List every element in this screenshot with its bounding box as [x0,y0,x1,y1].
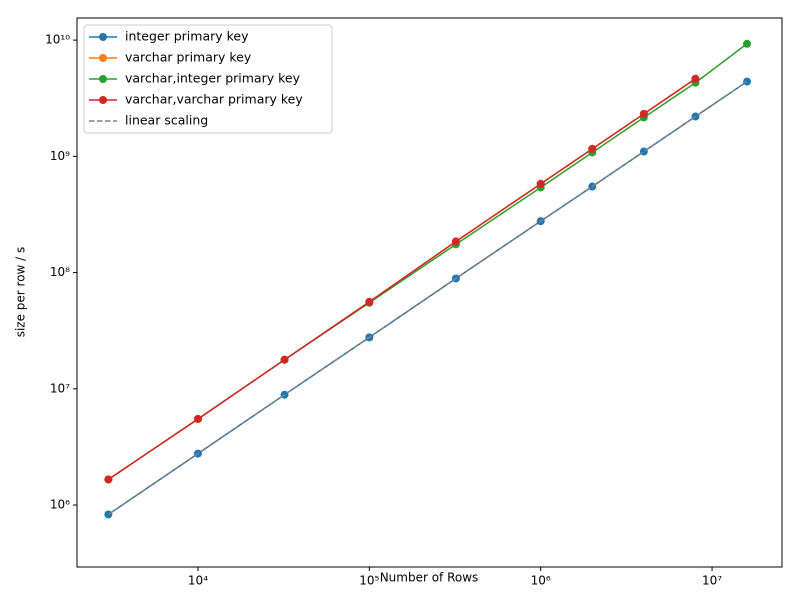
data-point [691,74,700,83]
y-tick-label: 10⁷ [50,381,70,395]
legend-marker [99,96,107,104]
data-point [536,179,545,188]
y-tick-label: 10¹⁰ [45,33,70,47]
data-point [365,297,374,306]
y-axis-label: size per row / s [14,247,28,338]
x-tick-label: 10⁷ [702,574,722,588]
legend-marker [99,33,107,41]
series-line [107,80,748,516]
legend-marker [99,54,107,62]
legend-marker [99,75,107,83]
data-point [280,355,289,364]
data-point [588,144,597,153]
y-tick-label: 10⁹ [50,149,70,163]
plot-frame [76,17,783,568]
legend-label: varchar,integer primary key [125,71,301,86]
data-point [743,39,752,48]
data-point [193,414,202,423]
legend-label: varchar,varchar primary key [125,92,303,107]
legend-label: varchar primary key [125,50,252,65]
data-point [451,237,460,246]
data-point [639,109,648,118]
x-tick-label: 10⁶ [531,574,551,588]
x-tick-label: 10⁴ [188,574,208,588]
legend-label: linear scaling [125,113,208,128]
data-point [104,475,113,484]
x-axis-label: Number of Rows [380,571,479,585]
y-tick-label: 10⁶ [50,498,70,512]
legend-box [83,24,333,134]
x-tick-label: 10⁵ [359,574,379,588]
legend-label: integer primary key [125,29,249,44]
y-tick-label: 10⁸ [50,265,70,279]
